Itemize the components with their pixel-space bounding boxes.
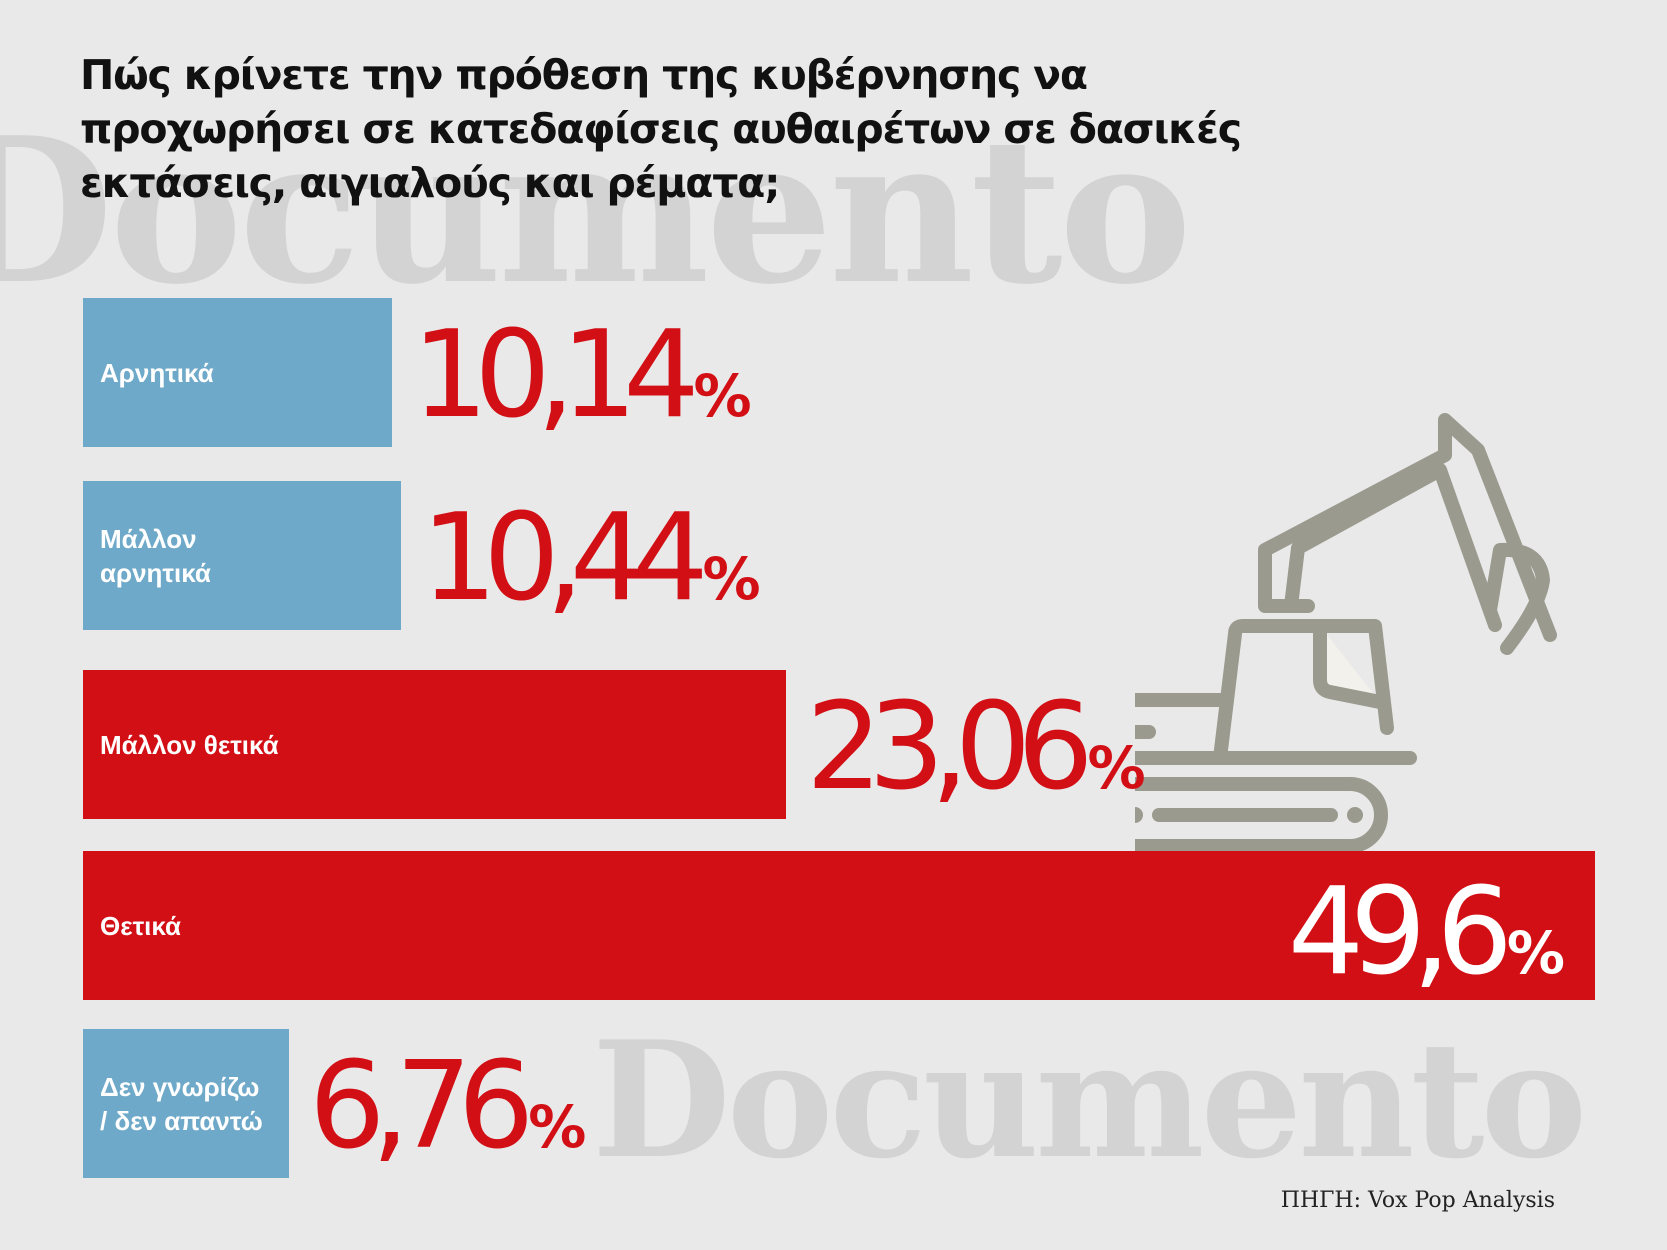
value-unit: % [528, 1093, 587, 1161]
value-label: 6,76% [309, 1047, 586, 1167]
bar-label: Μάλλον θετικά [100, 729, 279, 760]
bar-2: Μάλλον αρνητικά [83, 481, 401, 630]
chart-title: Πώς κρίνετε την πρόθεση της κυβέρνησης ν… [80, 51, 1242, 207]
value-number: 10,14 [412, 306, 700, 445]
bar-label: Μάλλον αρνητικά [100, 523, 211, 588]
value-label: 23,06% [806, 688, 1146, 808]
bar-5: Δεν γνωρίζω / δεν απαντώ [83, 1029, 289, 1178]
value-label: 10,14% [412, 316, 752, 436]
value-number: 23,06 [806, 678, 1094, 817]
bar-4: Θετικά [83, 851, 1595, 1000]
bar-label: Δεν γνωρίζω / δεν απαντώ [100, 1071, 263, 1136]
value-label: 10,44% [421, 499, 761, 619]
value-label: 49,6% [1288, 873, 1565, 993]
value-unit: % [693, 362, 752, 430]
bar-label: Θετικά [100, 910, 182, 941]
bar-3: Μάλλον θετικά [83, 670, 786, 819]
value-unit: % [1506, 919, 1565, 987]
value-number: 49,6 [1287, 863, 1513, 1002]
value-number: 10,44 [421, 489, 709, 628]
bar-label: Αρνητικά [100, 357, 214, 388]
excavator-icon [1135, 413, 1557, 853]
value-unit: % [1087, 734, 1146, 802]
bar-1: Αρνητικά [83, 298, 392, 447]
value-number: 6,76 [309, 1037, 534, 1176]
source-note: ΠΗΓΗ: Vox Pop Analysis [1280, 1188, 1555, 1213]
value-unit: % [702, 545, 761, 613]
